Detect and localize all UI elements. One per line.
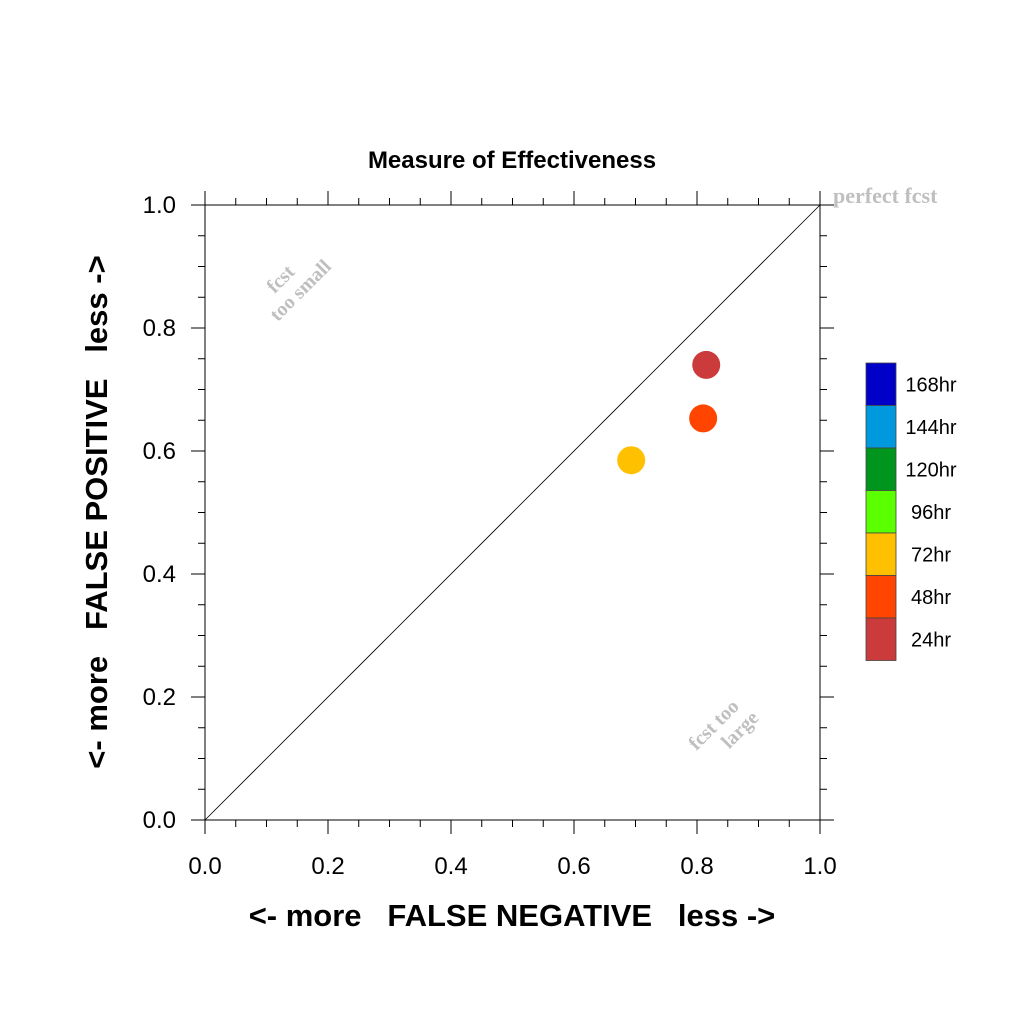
y-tick-label: 0.2 bbox=[143, 684, 176, 711]
legend: 168hr 144hr 120hr 96hr 72hr 48hr 24hr bbox=[865, 362, 957, 661]
point-48hr bbox=[689, 404, 718, 433]
legend-label-24hr: 24hr bbox=[911, 629, 951, 651]
legend-swatch-24hr bbox=[865, 617, 897, 661]
point-72hr bbox=[617, 446, 646, 475]
legend-label-96hr: 96hr bbox=[911, 502, 951, 524]
perfect-forecast-diagonal bbox=[204, 204, 821, 821]
legend-swatch-96hr bbox=[865, 490, 897, 534]
x-axis-label: <- more FALSE NEGATIVE less -> bbox=[249, 898, 776, 933]
y-tick-label: 1.0 bbox=[143, 192, 176, 219]
x-axis-tick-labels: 0.0 0.2 0.4 0.6 0.8 1.0 bbox=[188, 853, 836, 880]
annotation-fcst-too-large: fcst too large bbox=[684, 695, 763, 754]
point-24hr bbox=[692, 350, 721, 379]
legend-label-168hr: 168hr bbox=[905, 374, 956, 396]
legend-swatch-168hr bbox=[865, 362, 897, 406]
y-tick-label: 0.8 bbox=[143, 315, 176, 342]
legend-swatch-144hr bbox=[865, 405, 897, 449]
y-tick-label: 0.0 bbox=[143, 807, 176, 834]
legend-swatch-48hr bbox=[865, 575, 897, 619]
legend-label-144hr: 144hr bbox=[905, 417, 956, 439]
data-points bbox=[617, 350, 721, 475]
legend-label-48hr: 48hr bbox=[911, 587, 951, 609]
x-tick-label: 1.0 bbox=[803, 853, 836, 880]
x-tick-label: 0.8 bbox=[680, 853, 713, 880]
legend-label-120hr: 120hr bbox=[905, 459, 956, 481]
legend-swatch-72hr bbox=[865, 532, 897, 576]
legend-swatch-120hr bbox=[865, 447, 897, 491]
x-tick-label: 0.2 bbox=[311, 853, 344, 880]
y-axis-label: <- more FALSE POSITIVE less -> bbox=[79, 255, 114, 768]
x-tick-label: 0.0 bbox=[188, 853, 221, 880]
axis-ticks bbox=[191, 191, 834, 834]
y-tick-label: 0.6 bbox=[143, 438, 176, 465]
y-axis-tick-labels: 0.0 0.2 0.4 0.6 0.8 1.0 bbox=[143, 192, 176, 834]
legend-label-72hr: 72hr bbox=[911, 544, 951, 566]
annotation-perfect-fcst: perfect fcst bbox=[833, 183, 938, 208]
y-tick-label: 0.4 bbox=[143, 561, 176, 588]
annotation-fcst-too-small: fcst too small bbox=[262, 255, 336, 325]
x-tick-label: 0.6 bbox=[557, 853, 590, 880]
x-tick-label: 0.4 bbox=[434, 853, 467, 880]
chart-title: Measure of Effectiveness bbox=[368, 147, 656, 174]
